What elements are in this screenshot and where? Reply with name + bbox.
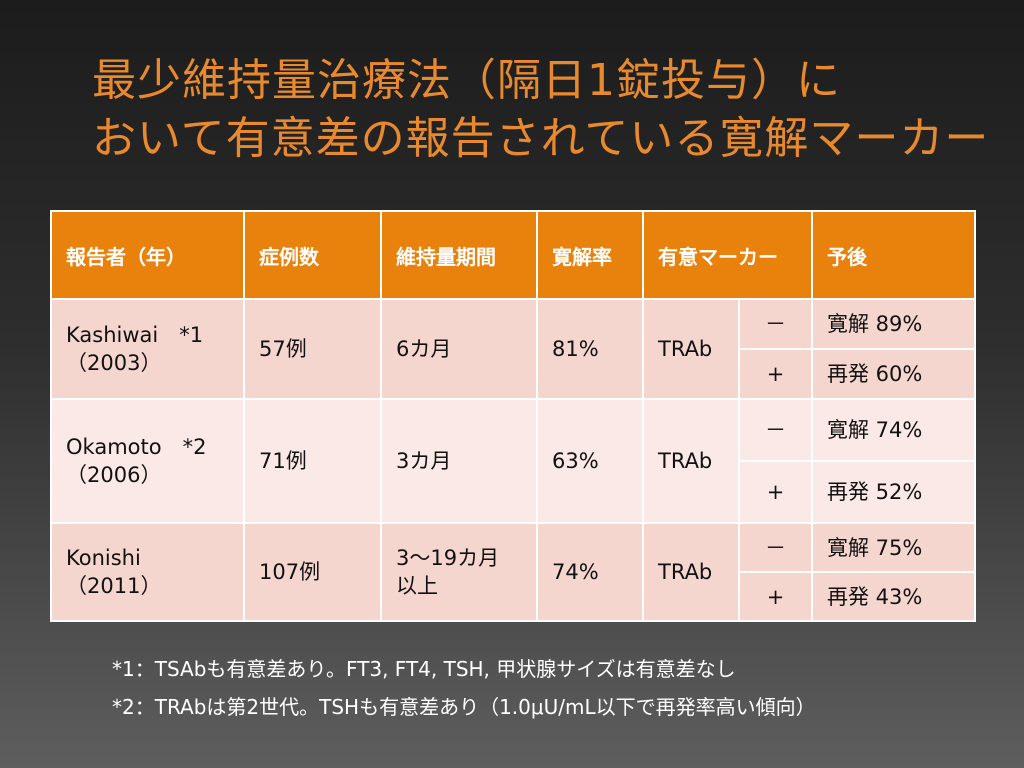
footnote-2: *2：TRAbは第2世代。TSHも有意差あり（1.0μU/mL以下で再発率高い傾… [112,695,816,719]
slide-title: 最少維持量治療法（隔日1錠投与）に おいて有意差の報告されている寛解マーカー [92,52,992,168]
period-cell: 3～19カ月 以上 [380,522,538,622]
header-marker: 有意マーカー [642,210,813,300]
period-line-2: 以上 [396,574,438,598]
footnote-1: *1：TSAbも有意差あり。FT3, FT4, TSH, 甲状腺サイズは有意差な… [112,657,736,681]
reporter-name: Okamoto *2 [66,435,207,459]
reporter-year: （2003） [66,351,162,375]
period-cell: 3カ月 [380,398,538,524]
slide-title-line-1: 最少維持量治療法（隔日1錠投与）に [92,55,841,106]
rate-cell: 81% [536,298,644,400]
positive-sign: + [738,348,813,400]
table-row: Okamoto *2 （2006） 71例 3カ月 63% TRAb － 寛解 … [50,398,976,524]
table-row: + 再発 43% [51,571,976,622]
table-row: + 再発 52% [51,460,976,524]
reporter-name: Konishi [66,546,141,570]
header-cases: 症例数 [243,210,382,300]
table-row: Kashiwai *1 （2003） 57例 6カ月 81% TRAb － 寛解… [50,298,976,400]
negative-sign: － [738,298,813,350]
period-line-1: 3～19カ月 [396,546,500,570]
table-row: Konishi （2011） 107例 3～19カ月 以上 74% TRAb －… [50,522,976,622]
header-period: 維持量期間 [380,210,538,300]
cases-cell: 71例 [243,398,382,524]
cases-cell: 57例 [243,298,382,400]
reporter-cell: Konishi （2011） [50,522,245,622]
header-prognosis: 予後 [811,210,976,300]
reporter-name: Kashiwai *1 [66,323,204,347]
footnotes: *1：TSAbも有意差あり。FT3, FT4, TSH, 甲状腺サイズは有意差な… [112,650,816,726]
slide-title-line-2: おいて有意差の報告されている寛解マーカー [92,113,990,164]
rate-cell: 63% [536,398,644,524]
cases-cell: 107例 [243,522,382,622]
negative-sign: － [738,522,813,573]
negative-sign: － [738,398,813,462]
marker-cell: TRAb [642,298,740,400]
positive-sign: + [738,460,813,524]
positive-outcome: 再発 60% [811,348,976,400]
header-remission-rate: 寛解率 [536,210,644,300]
period-cell: 6カ月 [380,298,538,400]
reporter-cell: Kashiwai *1 （2003） [50,298,245,400]
negative-outcome: 寛解 74% [811,398,976,462]
positive-outcome: 再発 43% [811,571,976,622]
remission-marker-table: 報告者（年） 症例数 維持量期間 寛解率 有意マーカー 予後 Kashiwai … [50,210,976,622]
reporter-year: （2011） [66,574,162,598]
reporter-cell: Okamoto *2 （2006） [50,398,245,524]
table-row: + 再発 60% [51,348,976,400]
reporter-year: （2006） [66,463,162,487]
rate-cell: 74% [536,522,644,622]
positive-outcome: 再発 52% [811,460,976,524]
marker-cell: TRAb [642,522,740,622]
negative-outcome: 寛解 75% [811,522,976,573]
header-reporter: 報告者（年） [50,210,245,300]
positive-sign: + [738,571,813,622]
marker-cell: TRAb [642,398,740,524]
table-header-row: 報告者（年） 症例数 維持量期間 寛解率 有意マーカー 予後 [50,210,976,300]
negative-outcome: 寛解 89% [811,298,976,350]
